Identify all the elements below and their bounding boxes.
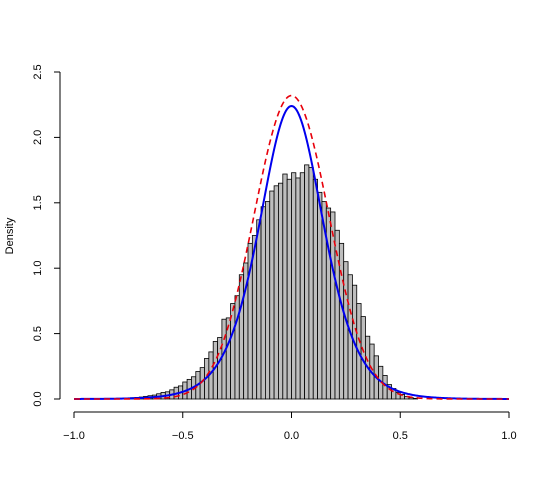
density-curve-dashed bbox=[74, 94, 509, 400]
y-tick-label: 1.5 bbox=[32, 195, 44, 210]
bars-group bbox=[117, 164, 419, 400]
y-tick-label: 1.0 bbox=[32, 261, 44, 276]
y-tick-label: 2.0 bbox=[32, 130, 44, 145]
histogram-bar bbox=[282, 173, 288, 400]
y-tick-label: 0.5 bbox=[32, 326, 44, 341]
histogram-bar bbox=[264, 201, 271, 400]
x-tick-label: −1.0 bbox=[63, 430, 85, 442]
y-axis-title: Density bbox=[4, 217, 16, 254]
histogram-bar bbox=[343, 261, 349, 400]
histogram-bar bbox=[221, 318, 227, 400]
histogram-bar bbox=[256, 219, 262, 400]
histogram-bar bbox=[338, 242, 345, 400]
histogram-bar bbox=[286, 178, 292, 400]
curves-group bbox=[74, 94, 509, 400]
histogram-bar bbox=[312, 178, 318, 400]
histogram-bar bbox=[317, 191, 323, 400]
histogram-bar bbox=[308, 167, 314, 400]
y-tick-label: 0.0 bbox=[32, 391, 44, 406]
histogram-bar bbox=[295, 177, 301, 400]
density-curve-solid bbox=[74, 104, 509, 400]
x-axis: −1.0 −0.5 0.0 0.5 1.0 bbox=[63, 411, 517, 442]
histogram-bar bbox=[299, 172, 305, 400]
y-axis: 0.0 0.5 1.0 1.5 2.0 2.5 bbox=[32, 64, 61, 407]
histogram-bar bbox=[291, 172, 297, 400]
x-tick-label: 0.0 bbox=[284, 430, 299, 442]
histogram-bar bbox=[269, 190, 275, 400]
histogram-bar bbox=[273, 185, 279, 400]
histogram-bar bbox=[260, 206, 266, 400]
y-tick-label: 2.5 bbox=[32, 64, 44, 79]
histogram-bar bbox=[382, 375, 388, 400]
histogram-bar bbox=[238, 274, 245, 400]
histogram-bar bbox=[278, 182, 284, 400]
x-tick-label: 1.0 bbox=[501, 430, 516, 442]
histogram-bar bbox=[330, 211, 336, 400]
x-tick-label: −0.5 bbox=[172, 430, 194, 442]
x-tick-label: 0.5 bbox=[393, 430, 408, 442]
histogram-bar bbox=[304, 164, 310, 400]
